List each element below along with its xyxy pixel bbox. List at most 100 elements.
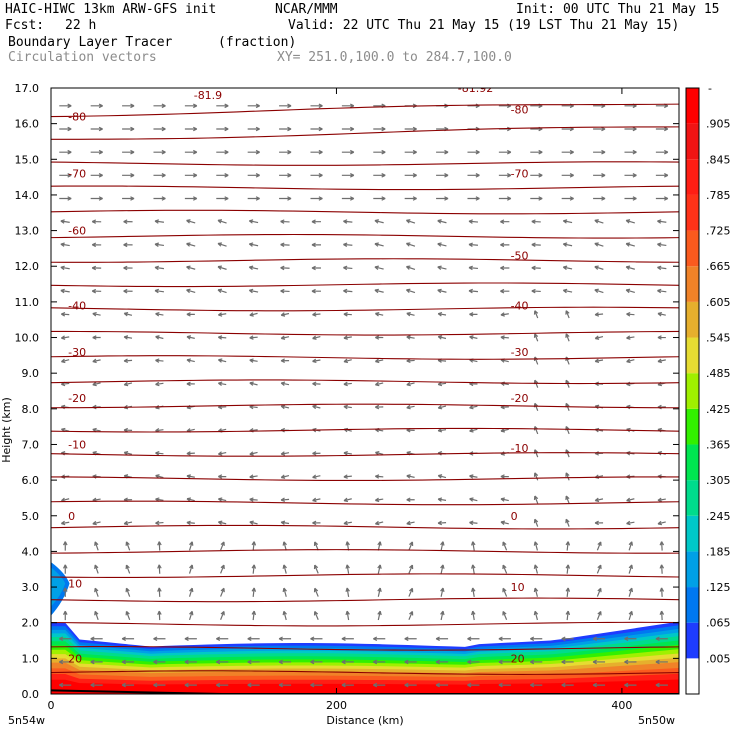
vector-arrow: [248, 219, 259, 224]
vector-arrow: [90, 682, 103, 688]
vector-arrow: [373, 196, 386, 201]
vector-arrow: [343, 474, 352, 479]
vector-arrow: [624, 196, 637, 201]
vector-arrow: [624, 659, 637, 665]
vector-arrow: [62, 564, 68, 574]
vector-arrow: [502, 541, 508, 551]
vector-arrow: [594, 288, 604, 294]
vector-arrow: [248, 265, 259, 271]
contour-label: -60: [68, 225, 86, 238]
colorbar-label: .845: [706, 153, 731, 166]
vector-arrow: [311, 242, 321, 248]
vector-arrow: [249, 312, 258, 317]
vector-arrow: [312, 358, 321, 364]
vector-arrow: [186, 312, 195, 317]
vector-arrow: [345, 541, 350, 551]
vector-arrow: [184, 173, 198, 178]
vector-arrow: [312, 497, 321, 503]
vector-arrow: [657, 520, 666, 526]
vector-arrow: [125, 587, 131, 597]
vector-arrow: [468, 288, 479, 294]
vector-arrow: [435, 659, 449, 665]
vector-arrow: [91, 265, 102, 271]
vector-arrow: [249, 335, 258, 340]
vector-arrow: [123, 335, 133, 340]
vector-arrow: [373, 126, 386, 132]
vector-arrow: [408, 564, 414, 574]
vector-arrow: [657, 288, 667, 294]
vector-arrow: [593, 173, 606, 178]
vector-arrow: [404, 636, 417, 642]
vector-arrow: [217, 451, 227, 456]
vector-arrow: [216, 196, 229, 201]
vector-arrow: [406, 311, 415, 317]
vector-arrow: [249, 358, 258, 363]
contour-label: 0: [511, 510, 518, 523]
vector-arrow: [125, 564, 131, 574]
vector-arrow: [628, 541, 633, 551]
vector-arrow: [624, 173, 637, 178]
vector-arrow: [374, 265, 384, 270]
vector-arrow: [248, 288, 259, 294]
y-tick-label: 8.0: [22, 403, 40, 416]
vector-arrow: [404, 149, 417, 155]
fcst-value: 22 h: [65, 18, 97, 33]
vector-arrow: [374, 219, 384, 224]
vector-arrow: [533, 610, 539, 621]
vector-arrow: [624, 682, 637, 688]
vector-arrow: [60, 288, 70, 294]
colorbar: .005 .065 .125 .185 .245 .305 .365 .425 .485 .545…: [685, 82, 731, 695]
vector-arrow: [59, 126, 72, 132]
vector-arrow: [278, 682, 292, 688]
vector-arrow: [341, 196, 355, 201]
vector-arrow: [596, 610, 602, 620]
temperature-contour: [51, 185, 679, 191]
vector-arrow: [373, 173, 386, 178]
vector-arrow: [123, 288, 133, 294]
vector-arrow: [59, 173, 72, 178]
vector-arrow: [91, 219, 102, 224]
vector-arrow: [562, 219, 573, 224]
vector-arrow: [280, 219, 290, 224]
vector-arrow: [435, 636, 449, 642]
vector-arrow: [311, 288, 321, 294]
colorbar-swatch: [686, 88, 699, 124]
vector-arrow: [216, 636, 229, 642]
colorbar-swatch: [686, 230, 699, 267]
model-title: HAIC-HIWC 13km ARW-GFS init: [5, 2, 217, 17]
vector-arrow: [500, 312, 509, 317]
vector-arrow: [437, 497, 447, 502]
tracer-shading: [51, 562, 679, 694]
colorbar-label: .545: [706, 332, 731, 345]
vector-arrow: [312, 474, 321, 479]
vector-arrow: [91, 242, 102, 248]
vector-arrow: [123, 219, 133, 224]
vector-arrow: [184, 149, 198, 155]
vector-arrow: [343, 404, 352, 410]
vector-arrow: [625, 265, 635, 270]
y-tick-label: 15.0: [15, 153, 40, 166]
temperature-contour: [51, 670, 679, 675]
vector-arrow: [247, 636, 260, 642]
vector-arrow: [310, 636, 323, 642]
vector-arrow: [374, 288, 384, 294]
vector-arrow: [628, 610, 633, 621]
temperature-contours: -80 -70 -60 -40 -30 -20 -10 0 10 20 -80 -70 -50 -40 -3…: [51, 88, 679, 675]
vector-arrow: [313, 564, 319, 574]
vector-arrow: [90, 103, 103, 109]
vector-arrow: [247, 659, 260, 665]
vector-arrow: [345, 564, 350, 574]
vector-arrow: [121, 636, 135, 642]
colorbar-frame: [685, 87, 700, 695]
vector-arrow: [655, 149, 669, 155]
vector-arrow: [217, 265, 227, 270]
vector-arrow: [341, 149, 355, 155]
x-axis-label: Distance (km): [326, 714, 403, 727]
contour-label: -20: [511, 392, 529, 405]
vector-arrow: [341, 682, 354, 688]
contour-label: -50: [511, 250, 529, 263]
vector-arrow: [437, 474, 447, 479]
vector-arrow: [471, 541, 476, 551]
vector-arrow: [469, 497, 478, 502]
